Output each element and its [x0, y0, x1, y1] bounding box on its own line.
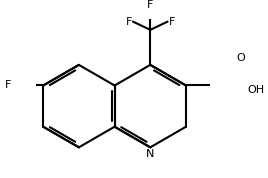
Text: N: N — [146, 149, 154, 159]
Text: O: O — [237, 53, 245, 63]
Text: F: F — [125, 17, 132, 27]
Text: F: F — [147, 0, 154, 10]
Text: OH: OH — [248, 85, 265, 95]
Text: F: F — [169, 17, 175, 27]
Text: F: F — [5, 80, 11, 90]
